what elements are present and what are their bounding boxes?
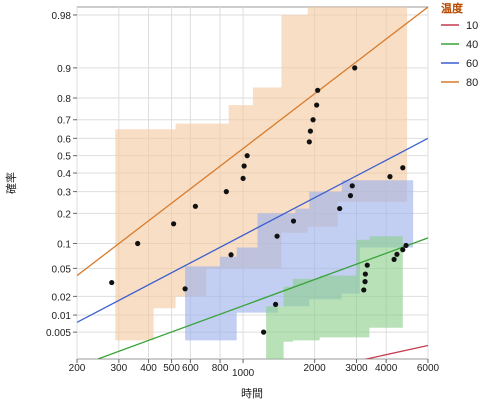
y-tick-label: 0.7 bbox=[57, 116, 71, 127]
fit-line-60 bbox=[77, 137, 428, 323]
y-tick-label: 0.8 bbox=[57, 94, 71, 105]
legend-label-10: 10 bbox=[466, 20, 478, 32]
x-axis-ticks: 200 300 400 500 600 800 1000 2000 3000 4000 6000 bbox=[69, 359, 440, 379]
x-tick-label: 3000 bbox=[345, 363, 368, 374]
data-point-80 bbox=[314, 102, 320, 108]
data-point-80 bbox=[352, 65, 358, 71]
y-tick-label: 0.6 bbox=[57, 134, 71, 145]
data-point-60 bbox=[109, 279, 115, 286]
data-point-80 bbox=[171, 221, 177, 227]
data-point-40 bbox=[361, 287, 367, 293]
y-axis-ticks: 0.98 0.9 0.8 0.7 0.6 0.5 0.4 0.3 0.2 0.1 0.05 0.02 0… bbox=[46, 11, 77, 339]
confidence-bands bbox=[115, 7, 414, 359]
confidence-band-80 bbox=[115, 7, 408, 341]
data-point-80 bbox=[241, 163, 247, 169]
data-point-40 bbox=[261, 329, 267, 335]
y-axis-title: 確率 bbox=[4, 172, 18, 194]
data-point-40 bbox=[362, 279, 368, 285]
data-point-60 bbox=[337, 205, 343, 212]
x-tick-label: 4000 bbox=[375, 363, 398, 374]
data-point-60 bbox=[290, 218, 297, 224]
x-tick-label: 2000 bbox=[303, 363, 326, 374]
x-tick-label: 800 bbox=[212, 363, 229, 374]
y-tick-label: 0.02 bbox=[52, 292, 72, 303]
x-tick-label: 600 bbox=[182, 363, 199, 374]
y-tick-label: 0.1 bbox=[57, 239, 71, 250]
y-tick-label: 0.98 bbox=[52, 11, 72, 22]
fit-line-40 bbox=[97, 237, 428, 359]
data-points bbox=[109, 65, 409, 335]
data-point-80 bbox=[240, 175, 246, 182]
data-point-60 bbox=[349, 183, 355, 189]
data-point-80 bbox=[135, 240, 141, 247]
data-point-40 bbox=[400, 247, 406, 253]
x-tick-label: 6000 bbox=[417, 363, 440, 374]
data-point-80 bbox=[310, 117, 316, 123]
data-point-40 bbox=[391, 256, 397, 263]
x-axis-title: 時間 bbox=[241, 387, 263, 400]
data-point-60 bbox=[274, 233, 280, 239]
y-tick-label: 0.4 bbox=[57, 169, 71, 180]
y-tick-label: 0.5 bbox=[57, 152, 71, 163]
y-tick-label: 0.005 bbox=[46, 328, 71, 339]
data-point-40 bbox=[394, 251, 400, 257]
legend-title: 温度 bbox=[441, 1, 464, 15]
y-tick-label: 0.05 bbox=[52, 264, 72, 275]
x-tick-label: 1000 bbox=[232, 368, 255, 379]
data-point-80 bbox=[223, 189, 229, 195]
legend: 温度 10 40 60 80 bbox=[441, 1, 478, 89]
y-tick-label: 0.01 bbox=[52, 311, 72, 322]
data-point-80 bbox=[244, 153, 250, 159]
y-tick-label: 0.2 bbox=[57, 209, 71, 220]
fit-line-10 bbox=[363, 344, 428, 359]
x-tick-label: 500 bbox=[163, 363, 180, 374]
x-tick-label: 200 bbox=[69, 363, 86, 374]
y-tick-label: 0.3 bbox=[57, 188, 71, 199]
x-tick-label: 400 bbox=[140, 363, 157, 374]
data-point-60 bbox=[182, 286, 188, 292]
data-point-80 bbox=[400, 165, 406, 171]
data-point-60 bbox=[228, 252, 234, 258]
legend-label-80: 80 bbox=[466, 77, 478, 89]
x-tick-label: 300 bbox=[110, 363, 127, 374]
data-point-40 bbox=[362, 271, 368, 277]
fit-line-80 bbox=[77, 7, 428, 277]
y-tick-label: 0.9 bbox=[57, 64, 71, 75]
data-point-80 bbox=[306, 139, 312, 145]
legend-label-60: 60 bbox=[466, 58, 478, 70]
data-point-80 bbox=[307, 128, 314, 134]
legend-label-40: 40 bbox=[466, 39, 478, 51]
data-point-40 bbox=[272, 301, 279, 307]
fit-lines bbox=[77, 7, 428, 359]
data-point-80 bbox=[315, 87, 321, 93]
data-point-60 bbox=[347, 193, 354, 199]
data-point-40 bbox=[403, 242, 409, 249]
data-point-80 bbox=[192, 203, 199, 209]
confidence-band-60 bbox=[185, 180, 414, 341]
data-point-80 bbox=[387, 174, 393, 180]
data-point-40 bbox=[364, 262, 370, 268]
